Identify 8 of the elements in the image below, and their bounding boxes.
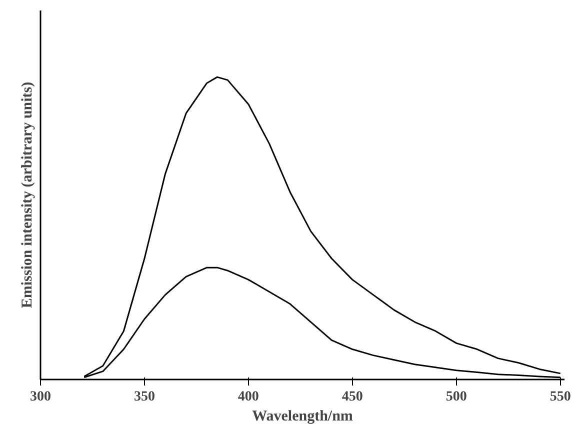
x-tick-label: 450: [342, 390, 363, 404]
x-tick-label: 550: [550, 390, 571, 404]
x-tick-label: 350: [134, 390, 155, 404]
x-tick-label: 500: [446, 390, 467, 404]
y-axis-title: Emission intensity (arbitrary units): [20, 82, 36, 308]
x-tick-label: 400: [238, 390, 259, 404]
x-axis-title: Wavelength/nm: [252, 408, 354, 424]
x-tick-label: 300: [30, 390, 51, 404]
